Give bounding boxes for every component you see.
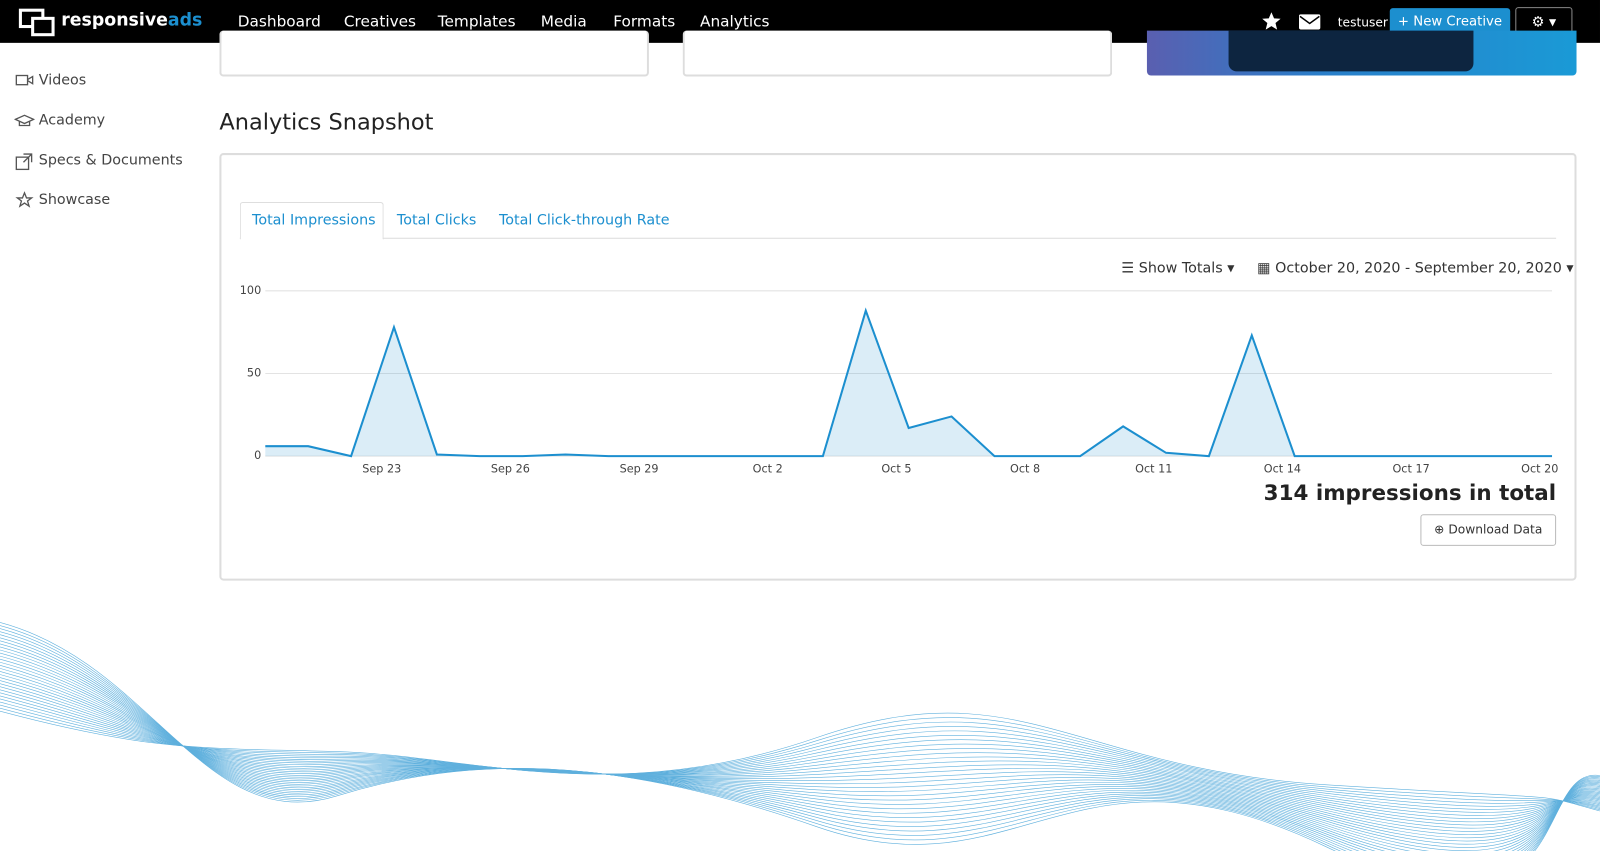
mail-icon[interactable] xyxy=(1298,14,1321,30)
active-tab xyxy=(239,202,384,240)
wave-line xyxy=(0,689,1600,816)
x-tick-label: Oct 11 xyxy=(1135,462,1172,475)
show-totals-dropdown[interactable]: ☰ Show Totals ▾ xyxy=(1121,260,1235,277)
wave-line xyxy=(0,652,1600,851)
wave-line xyxy=(0,665,1600,842)
nav-item[interactable]: Creatives xyxy=(343,12,417,31)
wave-line xyxy=(0,634,1600,851)
wave-line xyxy=(0,625,1600,851)
x-tick-label: Oct 2 xyxy=(753,462,783,475)
wave-line xyxy=(0,701,1600,808)
top-card-image xyxy=(1146,30,1577,76)
y-tick-label: 100 xyxy=(240,284,261,297)
wave-line xyxy=(0,661,1600,845)
nav-item[interactable]: Formats xyxy=(613,12,676,31)
tab[interactable]: Total Click-through Rate xyxy=(498,212,670,229)
x-tick-label: Oct 5 xyxy=(881,462,911,475)
x-tick-label: Oct 14 xyxy=(1264,462,1301,475)
sidebar-item[interactable]: Videos xyxy=(38,72,87,89)
wave-line xyxy=(0,698,1600,807)
wave-line xyxy=(0,695,1600,810)
total-text: 314 impressions in total xyxy=(1263,480,1557,506)
button-label: Download Data xyxy=(1448,522,1543,537)
brand-first: responsive xyxy=(61,10,168,31)
star-icon[interactable] xyxy=(1261,11,1281,31)
x-tick-label: Oct 17 xyxy=(1392,462,1429,475)
sidebar-item[interactable]: Academy xyxy=(38,112,106,129)
wave-line xyxy=(0,637,1600,851)
wave-line xyxy=(0,683,1600,823)
line xyxy=(265,307,1553,458)
date-range-label: October 20, 2020 - September 20, 2020 xyxy=(1275,260,1562,277)
top-card xyxy=(682,30,1113,77)
background-waves xyxy=(0,622,1600,851)
wave-line xyxy=(0,674,1600,832)
username[interactable]: testuser xyxy=(1337,15,1388,30)
wave-line xyxy=(0,658,1600,848)
nav-item[interactable]: Templates xyxy=(437,12,516,31)
tab[interactable]: Total Impressions xyxy=(252,212,376,229)
wave-line xyxy=(0,622,1600,851)
wave-line xyxy=(0,643,1600,851)
wave-line xyxy=(0,680,1600,826)
section-title: Analytics Snapshot xyxy=(219,110,434,136)
nav-item[interactable]: Dashboard xyxy=(237,12,321,31)
button-label: New Creative xyxy=(1413,14,1503,30)
date-range-picker[interactable]: ▦ October 20, 2020 - September 20, 2020 … xyxy=(1257,260,1574,277)
wave-line xyxy=(0,704,1600,809)
device-mockup xyxy=(1228,30,1474,72)
wave-line xyxy=(0,710,1600,812)
sidebar-item[interactable]: Specs & Documents xyxy=(38,152,183,169)
wave-line xyxy=(0,655,1600,851)
x-tick-label: Sep 29 xyxy=(620,462,659,475)
x-tick-label: Sep 23 xyxy=(362,462,401,475)
chart: 0 50 100 Sep 23 Sep 26 Sep 29 Oct 2 Oct 5 Oct 8 O… xyxy=(240,284,1559,476)
top-card xyxy=(219,30,649,77)
wave-line xyxy=(0,631,1600,851)
wave-line xyxy=(0,686,1600,820)
tab[interactable]: Total Clicks xyxy=(396,212,477,229)
wave-line xyxy=(0,628,1600,851)
area-fill xyxy=(265,310,1553,457)
analytics-card xyxy=(219,153,1577,581)
wave-line xyxy=(0,707,1600,811)
tab-bar xyxy=(239,202,1557,239)
brand[interactable]: responsiveads xyxy=(61,10,202,30)
x-tick-label: Oct 8 xyxy=(1010,462,1040,475)
wave-line xyxy=(0,646,1600,851)
wave-line xyxy=(0,649,1600,851)
nav-item[interactable]: Analytics xyxy=(699,12,770,31)
y-tick-label: 50 xyxy=(247,366,261,379)
nav-item[interactable]: Media xyxy=(540,12,587,31)
wave-line xyxy=(0,668,1600,839)
x-tick-label: Sep 26 xyxy=(491,462,530,475)
wave-line xyxy=(0,692,1600,813)
wave-line xyxy=(0,671,1600,835)
sidebar-item[interactable]: Showcase xyxy=(38,191,111,209)
y-tick-label: 0 xyxy=(254,449,261,462)
download-button[interactable]: ⊕ Download Data xyxy=(1420,514,1557,546)
logo-icon xyxy=(18,8,55,37)
sidebar-icons xyxy=(14,74,35,208)
wave-line xyxy=(0,640,1600,851)
wave-line xyxy=(0,677,1600,829)
brand-second: ads xyxy=(167,10,203,31)
x-tick-label: Oct 20 xyxy=(1521,462,1558,475)
dropdown-label: Show Totals xyxy=(1138,260,1223,277)
